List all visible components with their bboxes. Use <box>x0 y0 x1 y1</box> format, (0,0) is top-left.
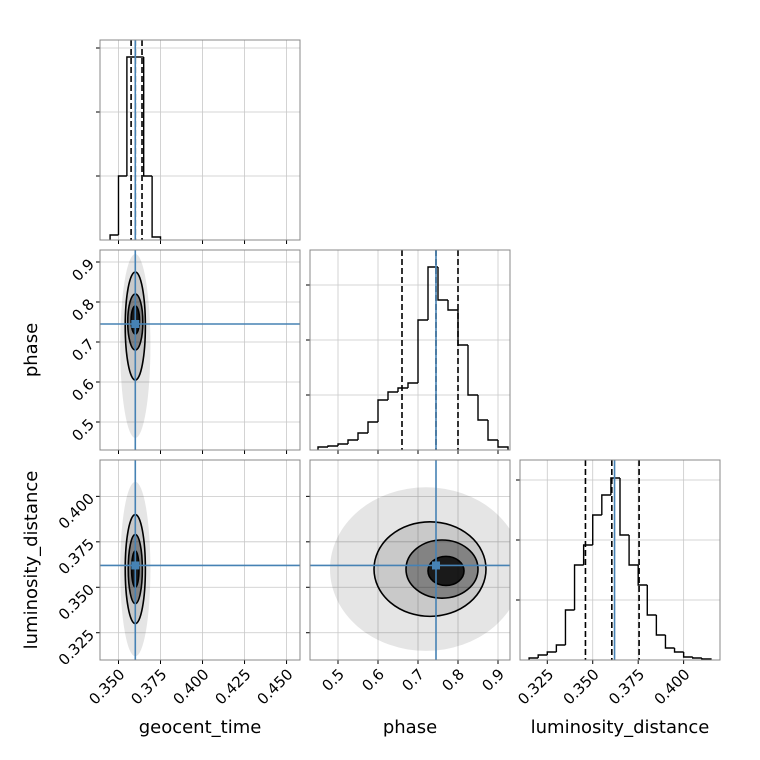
y-tick-label: 0.5 <box>68 415 98 445</box>
histogram-bin <box>555 644 566 652</box>
histogram-bin <box>407 382 418 388</box>
x-axis-label: phase <box>383 717 437 738</box>
histogram-bin <box>109 234 119 240</box>
y-tick-label: 0.400 <box>55 490 98 533</box>
histogram-bin <box>487 420 498 441</box>
x-tick-label: 0.8 <box>438 665 468 695</box>
x-tick-label: 0.450 <box>253 665 296 708</box>
x-tick-label: 0.400 <box>651 665 694 708</box>
histogram-bin <box>610 477 620 495</box>
histogram-bin <box>573 564 584 610</box>
histogram-bin <box>637 565 648 586</box>
y-tick-label: 0.325 <box>55 626 98 669</box>
histogram-bin <box>357 432 368 440</box>
panel-frame <box>309 249 511 451</box>
histogram-bin <box>142 57 153 177</box>
panel <box>96 39 301 244</box>
histogram-bin <box>628 535 639 566</box>
truth-marker <box>432 561 440 570</box>
x-tick-label: 0.425 <box>211 665 254 708</box>
histogram-bin <box>655 615 666 636</box>
histogram-bin <box>126 56 136 176</box>
histogram-bin <box>427 266 438 320</box>
plot-area <box>100 40 300 240</box>
histogram-bin <box>417 319 428 383</box>
panel <box>306 249 511 454</box>
histogram-bin <box>592 514 602 545</box>
histogram-bin <box>546 651 557 655</box>
y-tick-label: 0.9 <box>68 255 98 285</box>
histogram-bin <box>337 443 348 446</box>
x-tick-label: 0.9 <box>478 665 508 695</box>
x-tick-label: 0.375 <box>127 665 170 708</box>
truth-marker <box>131 561 140 570</box>
x-tick-label: 0.400 <box>169 665 212 708</box>
y-tick-label: 0.7 <box>68 335 98 365</box>
y-tick-label: 0.8 <box>68 295 98 325</box>
histogram-bin <box>646 585 657 616</box>
histogram-bin <box>528 657 539 660</box>
x-tick-label: 0.325 <box>514 665 557 708</box>
x-tick-label: 0.350 <box>560 665 603 708</box>
panel-frame <box>99 249 301 451</box>
sample-cloud <box>330 487 510 651</box>
panel-frame <box>99 459 301 661</box>
histogram-bin <box>437 267 448 301</box>
plot-area <box>310 460 510 660</box>
panel: 0.5 0.6 0.7 0.8 0.9 phase <box>306 459 511 738</box>
x-tick-label: 0.375 <box>605 665 648 708</box>
panel-frame <box>519 459 721 661</box>
panel: 0.5 0.6 0.7 0.8 0.9 phase <box>21 249 301 454</box>
histogram-bin <box>151 176 162 240</box>
histogram-bin <box>327 445 338 447</box>
histogram-bin <box>447 300 458 311</box>
y-axis-label: phase <box>21 323 42 377</box>
histogram-bin <box>367 421 378 433</box>
histogram-bin <box>377 399 388 422</box>
x-tick-label: 0.5 <box>318 665 348 695</box>
contour <box>427 555 465 587</box>
histogram-bin <box>347 439 358 444</box>
histogram-bin <box>537 654 548 658</box>
plot-area <box>310 250 510 450</box>
histogram-bin <box>673 648 684 653</box>
truth-marker <box>131 320 140 328</box>
histogram-bin <box>117 175 127 235</box>
histogram-bin <box>467 345 478 396</box>
x-axis-label: geocent_time <box>139 717 262 738</box>
x-tick-label: 0.6 <box>358 665 388 695</box>
histogram-bin <box>664 635 675 649</box>
x-tick-label: 0.350 <box>85 665 128 708</box>
histogram-bin <box>582 544 593 565</box>
histogram-bin <box>692 657 702 659</box>
histogram-bin <box>682 652 693 658</box>
panel-frame <box>99 39 301 241</box>
y-tick-label: 0.375 <box>55 535 98 578</box>
panel: 0.3500.3750.4000.4250.4500.3250.3500.375… <box>21 459 301 738</box>
plot-area <box>100 250 300 450</box>
histogram-bin <box>601 494 611 515</box>
plot-area <box>520 460 720 660</box>
y-axis-label: luminosity_distance <box>21 471 42 650</box>
histogram-bin <box>317 446 328 450</box>
y-tick-label: 0.350 <box>55 581 98 624</box>
histogram-bin <box>619 478 630 536</box>
histogram-bin <box>564 609 575 645</box>
histogram-bin <box>387 391 398 400</box>
panel-frame <box>309 459 511 661</box>
histogram-bin <box>477 395 488 421</box>
plot-area <box>100 460 300 660</box>
histogram-bin <box>397 387 408 392</box>
y-tick-label: 0.6 <box>68 375 98 405</box>
histogram-bin <box>497 440 509 450</box>
x-axis-label: luminosity_distance <box>531 717 710 738</box>
panel: 0.325 0.350 0.375 0.400 luminosity_distance <box>514 459 721 738</box>
x-tick-label: 0.7 <box>398 665 428 695</box>
